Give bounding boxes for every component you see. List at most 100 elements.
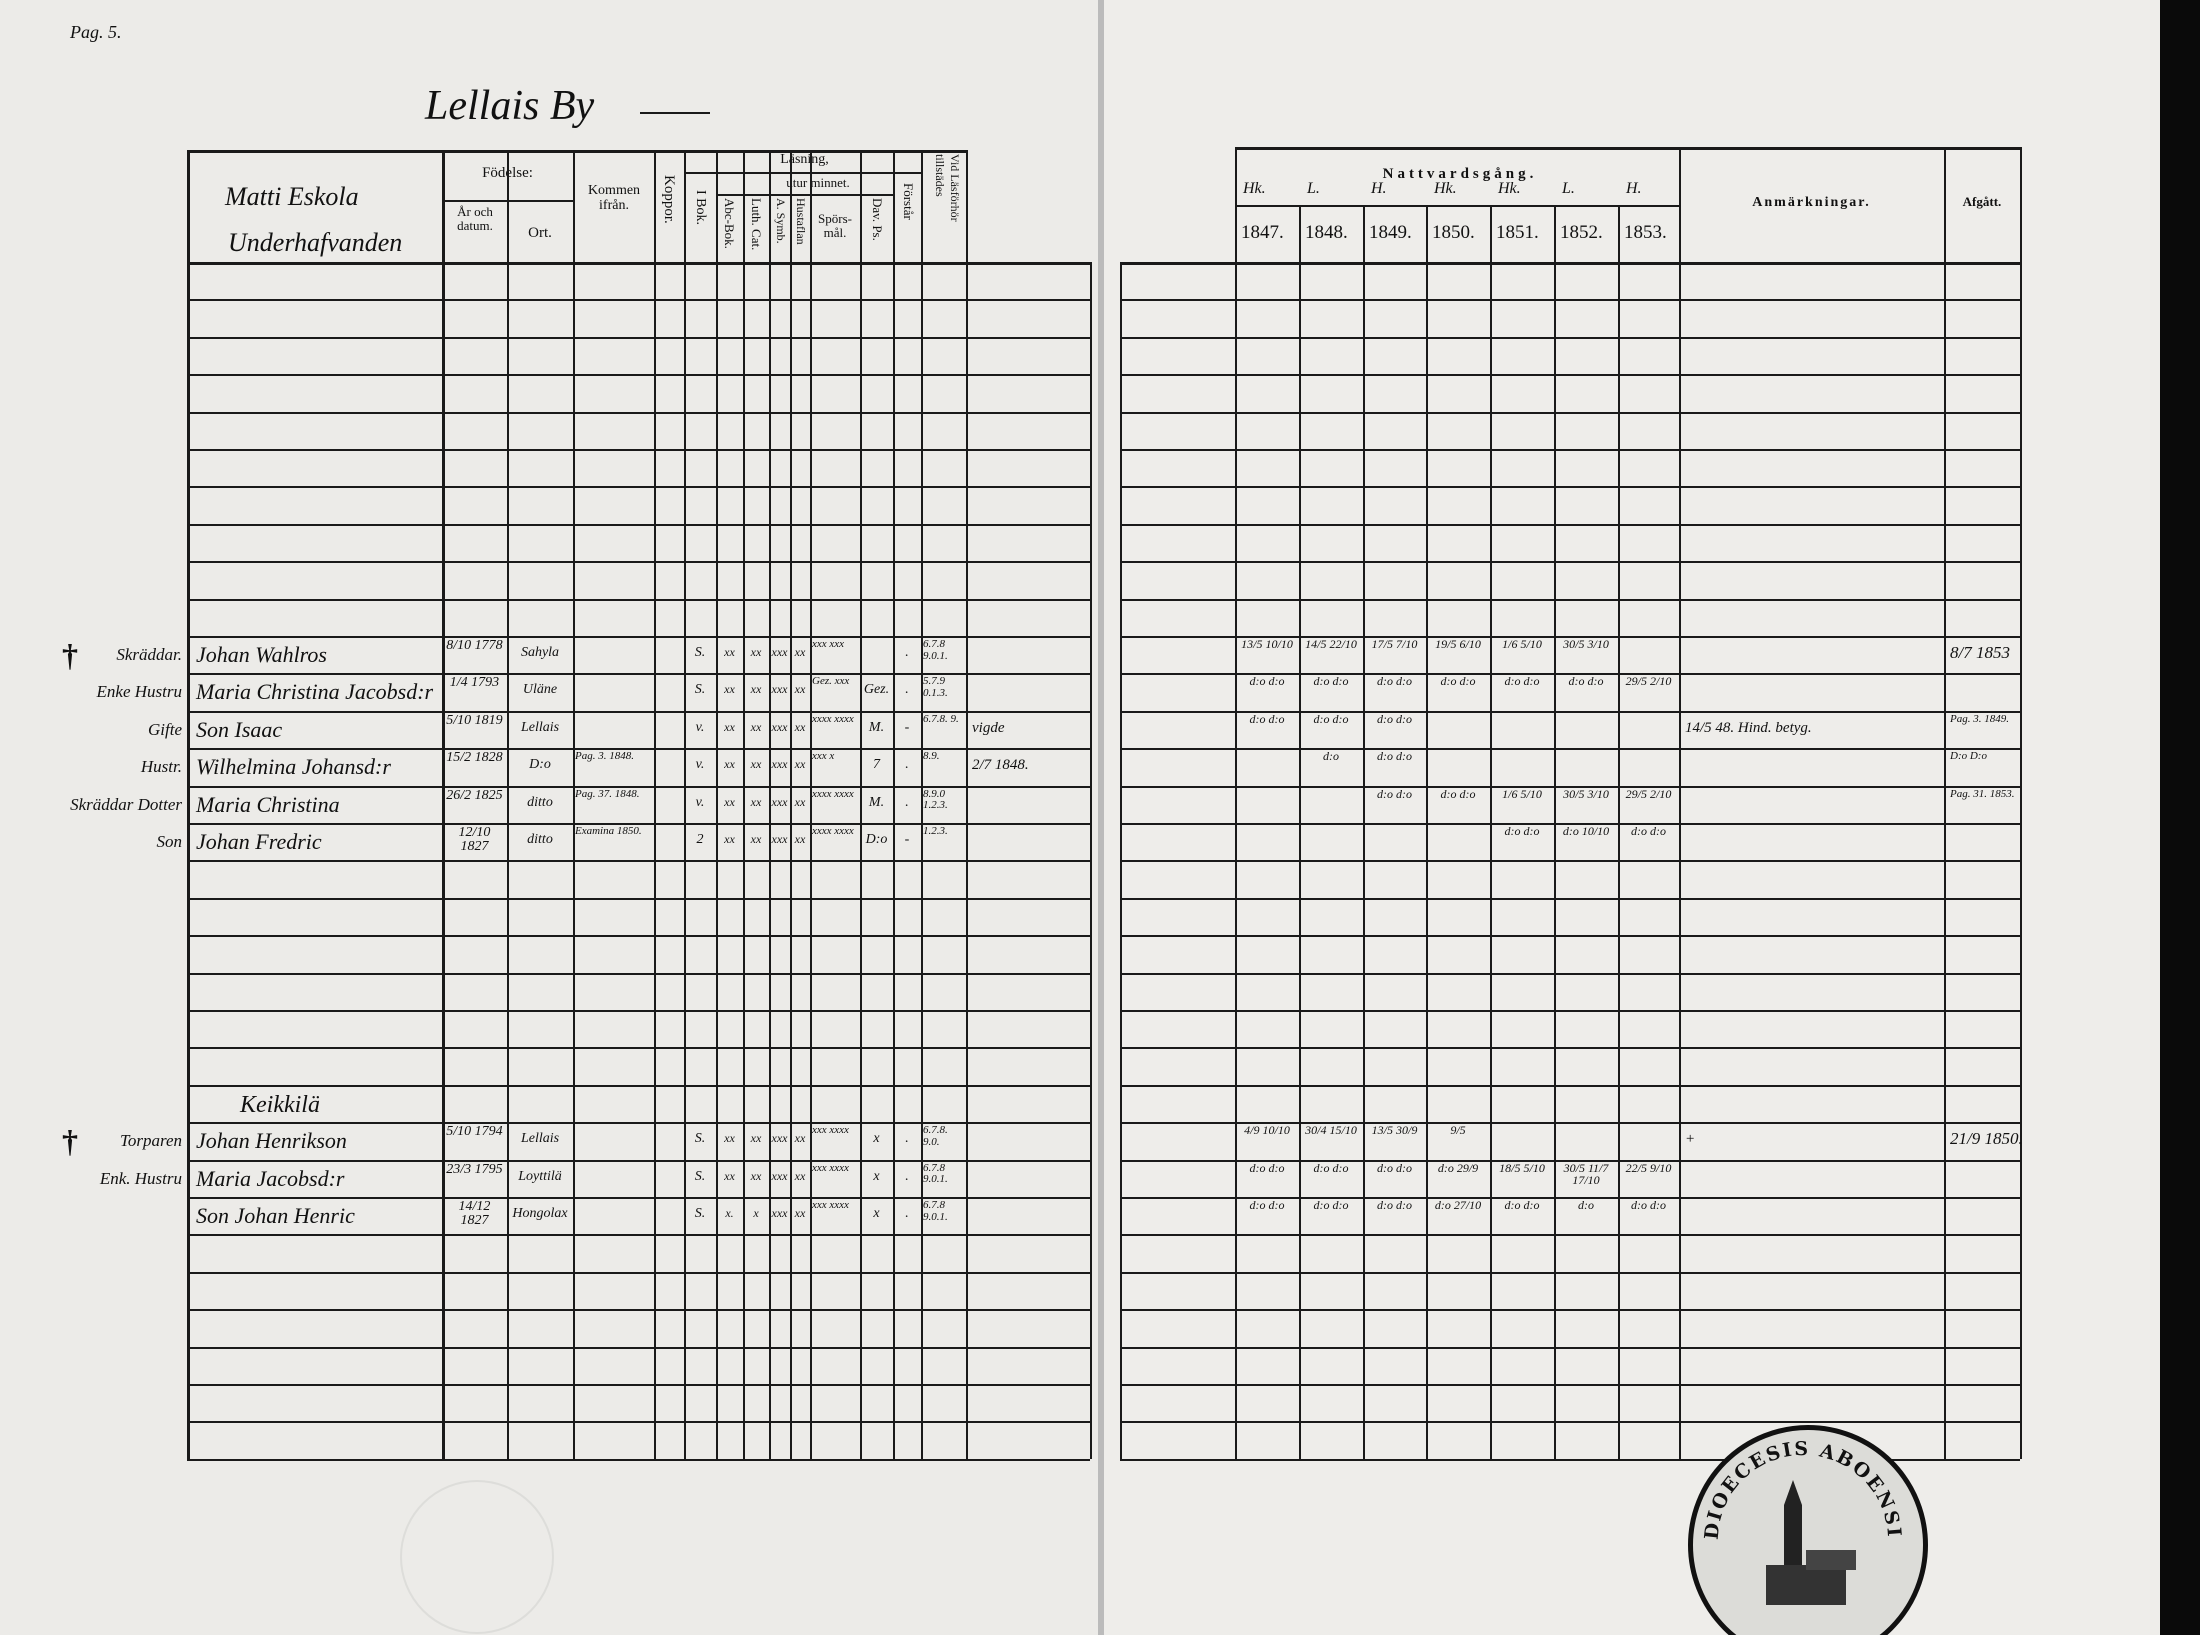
column-rule — [769, 150, 771, 1459]
header-rule — [442, 200, 573, 202]
a-symb: xxx — [771, 645, 788, 659]
psalms: D:o — [865, 832, 888, 847]
row-rule — [187, 1346, 1090, 1349]
owner-name: Matti Eskola — [225, 182, 359, 211]
note: vigde — [972, 719, 1005, 736]
diocese-stamp: DIOECESIS ABOENSIS MAG — [1688, 1425, 1928, 1635]
birth-place: ditto — [527, 794, 553, 810]
communion-dates: 30/5 3/10 — [1563, 637, 1609, 651]
row-rule — [1120, 1309, 2020, 1312]
row-rule — [1120, 449, 2020, 451]
communion-dates: d:o d:o — [1440, 786, 1476, 801]
communion-dates: d:o d:o — [1377, 1160, 1412, 1175]
row-rule — [1120, 972, 2020, 975]
row-rule — [187, 1458, 1090, 1461]
row-rule — [1120, 710, 2020, 713]
role-label: Skräddar Dotter — [70, 794, 182, 814]
communion-dates: 18/5 5/10 — [1499, 1160, 1545, 1175]
column-rule — [1618, 205, 1620, 1459]
row-rule — [1120, 411, 2020, 414]
sporsmal: xxx xxxx — [812, 1199, 849, 1211]
understands: . — [905, 757, 909, 773]
communion-dates: d:o — [1323, 749, 1339, 764]
understands: . — [905, 682, 909, 698]
catechetical-meetings: 6.7.8. 9. — [923, 712, 959, 725]
year-label: 1852. — [1560, 222, 1603, 243]
birth-place: Lellais — [520, 1131, 560, 1147]
owner-title: Underhafvanden — [228, 228, 403, 257]
role-label: Skräddar. — [116, 645, 182, 664]
catechetical-meetings: 6.7.8 9.0.1. — [923, 638, 948, 662]
reads-book: S. — [694, 1206, 706, 1221]
row-rule — [1120, 486, 2020, 489]
role-label: Enk. Hustru — [99, 1168, 182, 1188]
birth-date: 5/10 1794 — [446, 1124, 503, 1140]
header-rule — [684, 172, 921, 174]
year-label: 1847. — [1241, 222, 1284, 243]
role-label: Torparen — [119, 1131, 182, 1151]
column-rule — [810, 150, 812, 1459]
remarks: + — [1685, 1131, 1696, 1148]
row-rule — [1120, 1197, 2020, 1199]
hustaflan: xx — [794, 832, 806, 846]
birth-date: 23/3 1795 — [446, 1161, 503, 1177]
row-rule — [187, 1159, 1090, 1162]
row-rule — [1120, 823, 2020, 825]
sporsmal: Gez. xxx — [812, 675, 850, 688]
year-label: 1853. — [1624, 222, 1667, 243]
moved-from: Pag. 37. 1848. — [575, 787, 640, 800]
row-rule — [1120, 1047, 2020, 1050]
row-rule — [1120, 523, 2020, 526]
communion-dates: d:o d:o — [1440, 674, 1476, 689]
row-rule — [1120, 561, 2020, 564]
book-gutter — [1098, 0, 1104, 1635]
row-rule — [187, 673, 1090, 676]
header-rule — [1235, 205, 1679, 207]
understands: . — [905, 794, 909, 810]
reads-book: 2 — [696, 832, 704, 847]
column-rule — [1554, 205, 1556, 1459]
communion-dates: d:o 29/9 — [1437, 1160, 1479, 1175]
communion-dates: d:o d:o — [1249, 674, 1285, 689]
header-luth-cat: Luth. Cat. — [749, 198, 764, 251]
sporsmal: xxx xxxx — [812, 1161, 849, 1174]
sporsmal: xxxx xxxx — [812, 787, 854, 800]
communion-dates: d:o d:o — [1631, 1198, 1666, 1212]
abc-book: xx — [724, 757, 735, 772]
departed: 21/9 1850. — [1950, 1129, 2023, 1149]
catechetical-meetings: 5.7.9 0.1.3. — [923, 675, 948, 699]
row-rule — [187, 486, 1090, 489]
header-rule — [187, 150, 966, 153]
left-page — [0, 0, 1100, 1635]
person-name: Son Johan Henric — [196, 1203, 355, 1228]
column-rule — [790, 150, 792, 1459]
column-rule — [1490, 205, 1492, 1459]
death-cross-icon: † — [62, 637, 78, 673]
row-rule — [187, 1122, 1090, 1125]
hustaflan: xx — [794, 719, 806, 734]
person-name: Johan Wahlros — [196, 642, 327, 667]
person-name: Maria Christina Jacobsd:r — [196, 679, 434, 705]
catechetical-meetings: 1.2.3. — [923, 825, 948, 837]
reads-book: S. — [694, 645, 706, 660]
row-rule — [187, 449, 1090, 451]
birth-place: D:o — [529, 757, 551, 773]
header-rule — [1235, 147, 2020, 150]
departed: 8/7 1853 — [1950, 643, 2010, 662]
row-rule — [1120, 636, 2020, 638]
catechism: xx — [750, 719, 762, 734]
death-cross-icon: † — [62, 1123, 78, 1160]
header-dav-ps: Dav. Ps. — [870, 198, 885, 241]
hustaflan: xx — [794, 645, 806, 659]
hustaflan: xx — [794, 1131, 806, 1146]
catechism: xx — [750, 832, 762, 846]
catechetical-meetings: 6.7.8 9.0.1. — [923, 1199, 948, 1223]
catechism: xx — [750, 794, 762, 809]
row-rule — [187, 1084, 1090, 1087]
communion-dates: d:o d:o — [1313, 674, 1349, 689]
column-rule — [1090, 262, 1092, 1459]
understands: - — [904, 719, 910, 735]
scan-right-edge — [2160, 0, 2200, 1635]
hustaflan: xx — [794, 682, 806, 697]
